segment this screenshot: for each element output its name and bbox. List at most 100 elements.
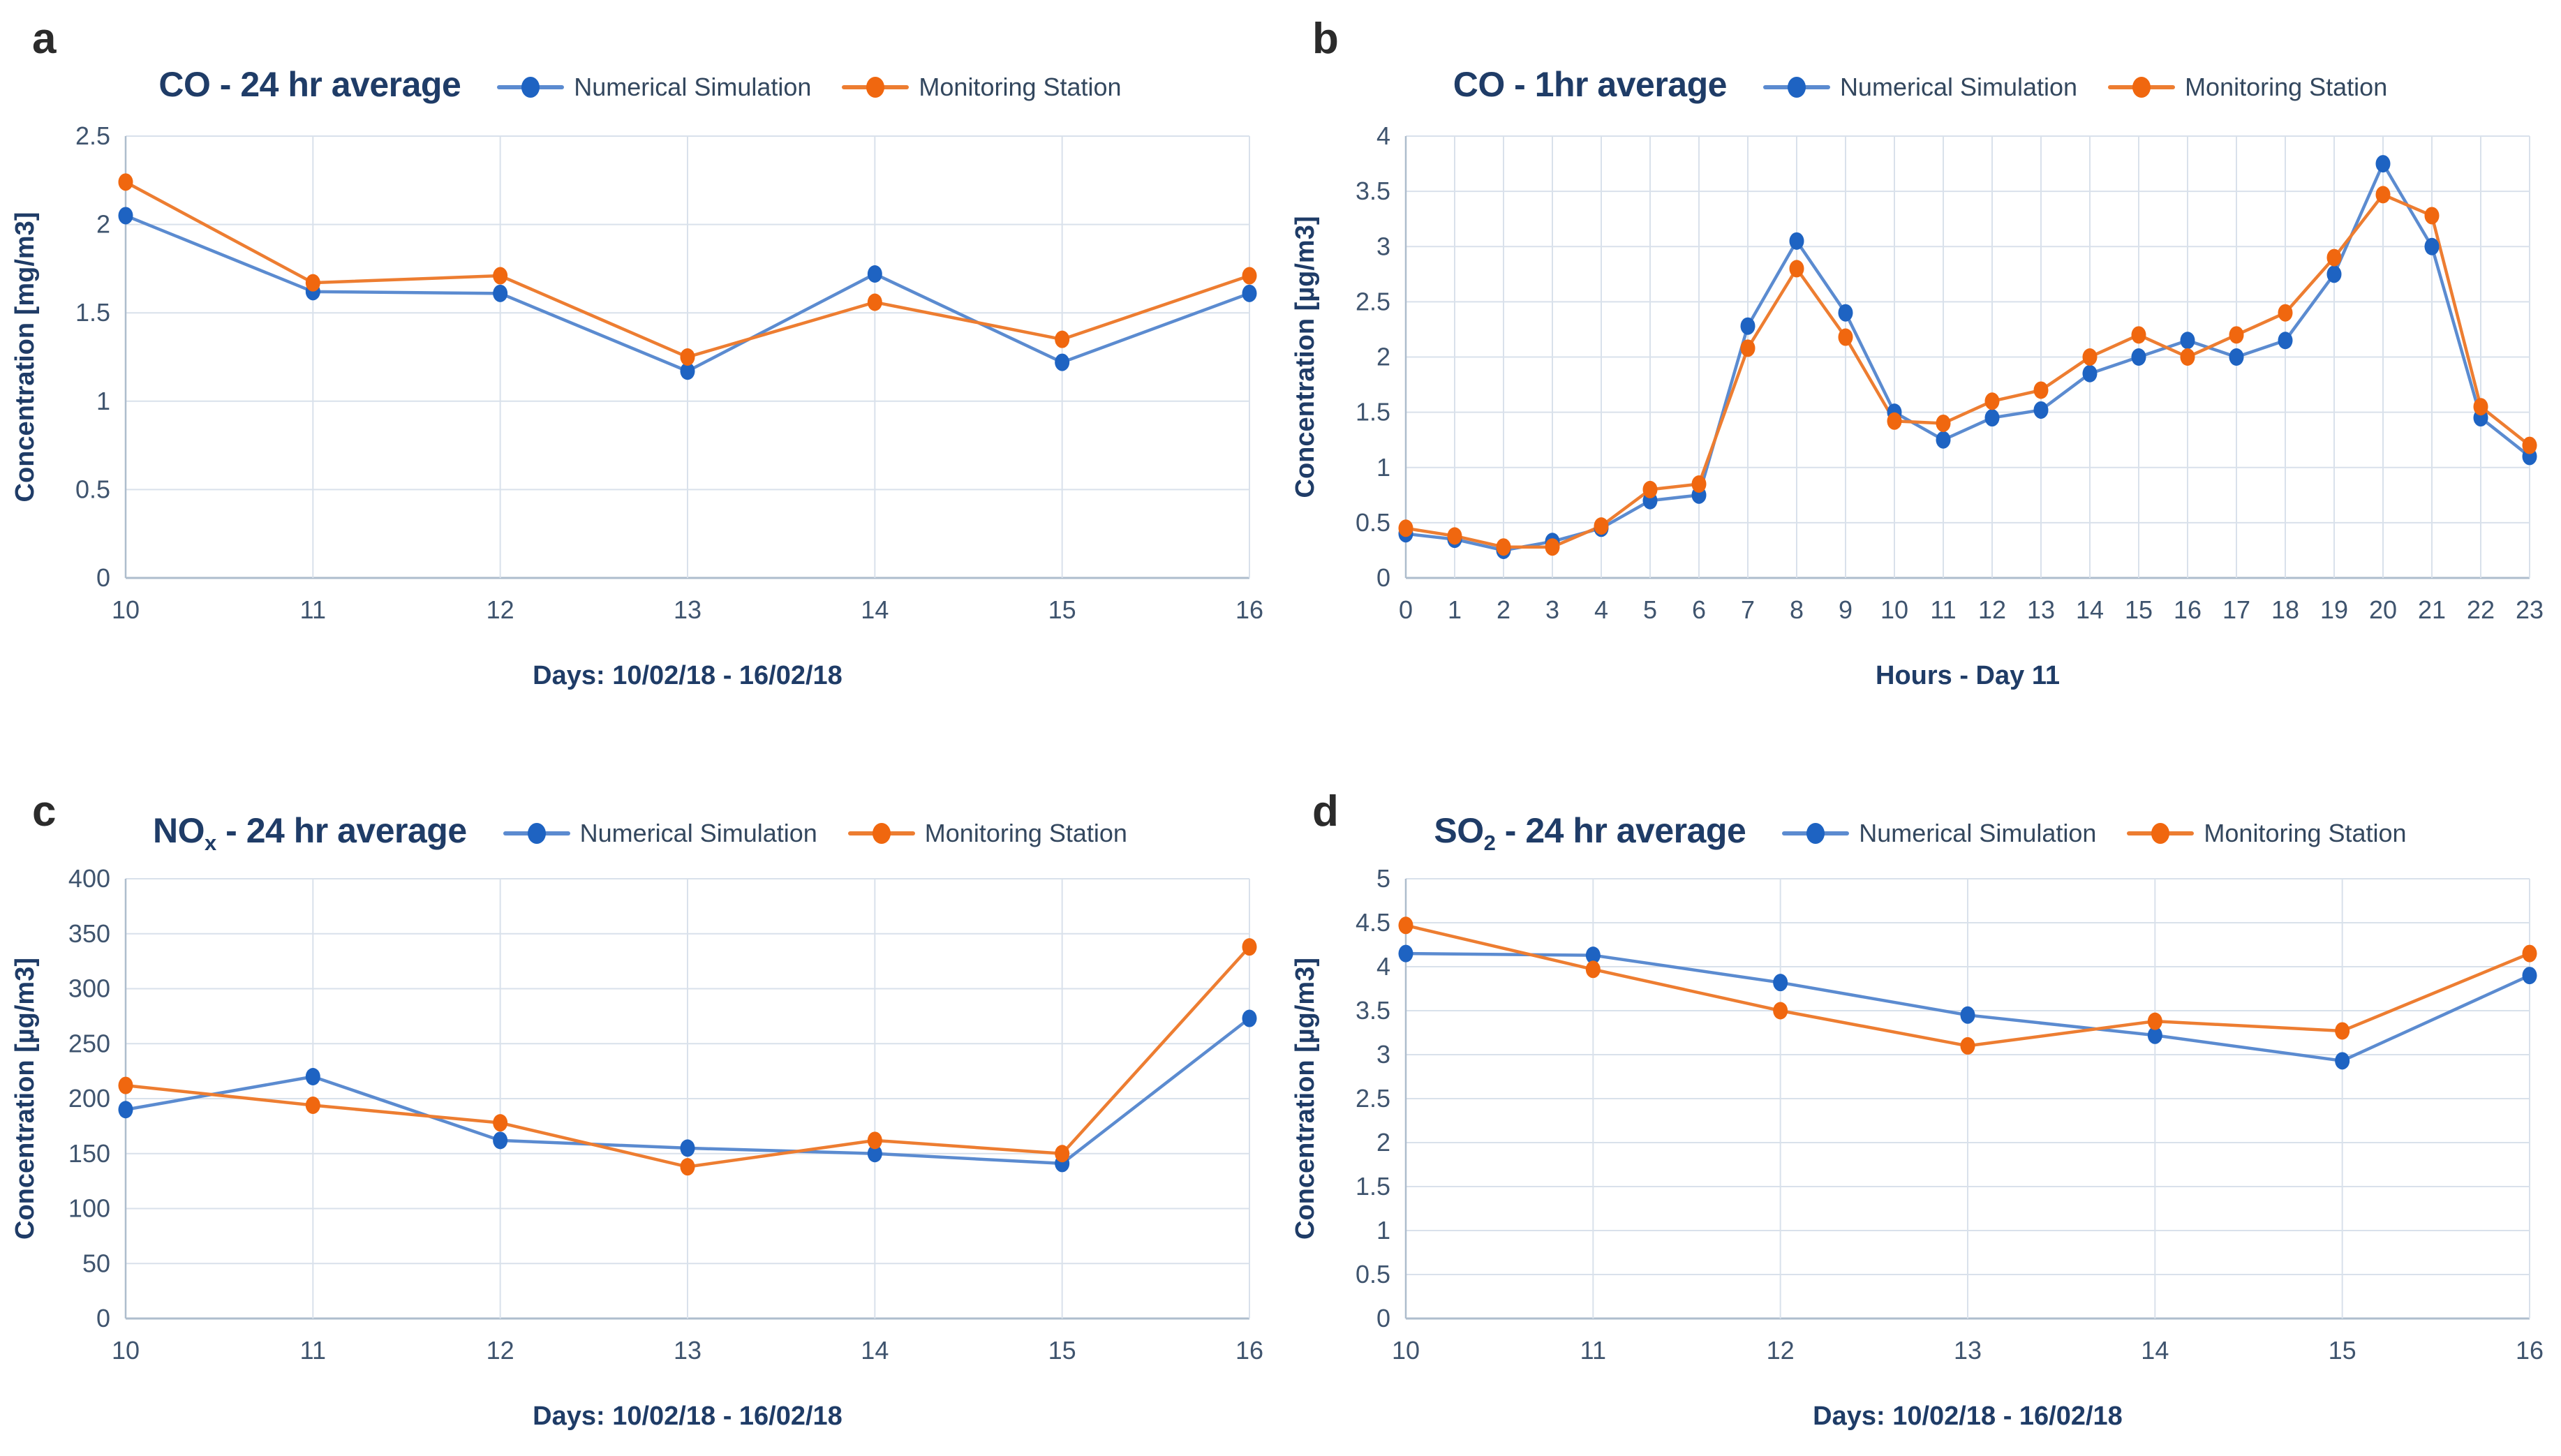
x-tick-label: 14 — [2076, 595, 2104, 624]
data-marker-monitoring-station — [2147, 1012, 2162, 1030]
y-axis-caption: Concentration [µg/m3] — [1291, 958, 1320, 1240]
x-axis-caption: Hours - Day 11 — [1876, 661, 2060, 690]
y-tick-label: 1.5 — [1356, 398, 1390, 426]
data-marker-monitoring-station — [305, 1096, 320, 1114]
panel-letter-a: a — [32, 15, 57, 63]
x-tick-label: 21 — [2418, 595, 2446, 624]
data-marker-monitoring-station — [2473, 398, 2488, 416]
y-tick-label: 0.5 — [1356, 508, 1390, 537]
x-tick-label: 10 — [112, 1336, 140, 1365]
y-tick-label: 2.5 — [1356, 287, 1390, 315]
data-marker-numerical-simulation — [1960, 1006, 1975, 1024]
legend-dot-icon — [866, 76, 885, 98]
x-tick-label: 12 — [487, 1336, 514, 1365]
panel-letter-b: b — [1312, 15, 1339, 63]
y-tick-label: 1 — [1376, 1216, 1390, 1245]
panel-a: a CO - 24 hr average Numerical Simulatio… — [0, 0, 1280, 728]
data-marker-monitoring-station — [1691, 475, 1707, 493]
y-tick-label: 0.5 — [1356, 1260, 1390, 1288]
y-tick-label: 3.5 — [1356, 177, 1390, 205]
y-tick-label: 0 — [1376, 1304, 1390, 1332]
data-marker-numerical-simulation — [1984, 409, 2000, 427]
data-marker-numerical-simulation — [2326, 265, 2342, 283]
chart-header-a: CO - 24 hr average Numerical Simulation … — [0, 64, 1280, 110]
data-marker-monitoring-station — [2082, 348, 2098, 366]
title-rest: - 24 hr average — [210, 65, 461, 104]
title-subscript: 2 — [1483, 831, 1496, 855]
data-marker-monitoring-station — [2131, 326, 2146, 344]
data-marker-monitoring-station — [680, 1158, 695, 1176]
y-tick-label: 200 — [68, 1084, 110, 1113]
legend-d: Numerical Simulation Monitoring Station — [1782, 819, 2407, 848]
series-line-monitoring-station — [1405, 193, 2531, 549]
chart-title-b: CO - 1hr average — [1453, 64, 1728, 110]
data-marker-numerical-simulation — [1055, 353, 1070, 371]
y-tick-label: 2 — [1376, 1128, 1390, 1157]
data-marker-monitoring-station — [118, 1076, 133, 1094]
data-marker-numerical-simulation — [2082, 364, 2098, 382]
data-marker-numerical-simulation — [2335, 1052, 2350, 1070]
chart-header-d: SO2 - 24 hr average Numerical Simulation… — [1280, 810, 2560, 856]
x-tick-label: 15 — [1048, 1336, 1076, 1365]
data-marker-monitoring-station — [1789, 260, 1804, 278]
x-tick-label: 16 — [2174, 595, 2202, 624]
x-tick-label: 16 — [2516, 1336, 2544, 1365]
x-tick-label: 2 — [1497, 595, 1510, 624]
legend-line-marker-icon — [2108, 76, 2176, 98]
data-marker-numerical-simulation — [1242, 1009, 1257, 1027]
x-tick-label: 14 — [2141, 1336, 2169, 1365]
title-main: CO — [158, 65, 211, 104]
data-marker-monitoring-station — [1960, 1037, 1975, 1055]
data-marker-monitoring-station — [493, 267, 508, 285]
data-marker-monitoring-station — [493, 1114, 508, 1132]
y-tick-label: 150 — [68, 1139, 110, 1168]
x-tick-label: 11 — [1580, 1336, 1606, 1365]
legend-label: Numerical Simulation — [574, 72, 812, 101]
y-axis-caption: Concentration [µg/m3] — [1291, 216, 1320, 498]
data-marker-numerical-simulation — [1936, 431, 1951, 449]
chart-plot-d: 0 0.5 1 1.5 2 2.5 3 3.5 4 4.5 5 10 11 12 13 14 15 16 Days:… — [1291, 864, 2544, 1431]
legend-dot-icon — [1787, 76, 1806, 98]
data-marker-monitoring-station — [2335, 1022, 2350, 1040]
data-marker-monitoring-station — [1594, 517, 1609, 535]
legend-line-marker-icon — [1762, 76, 1830, 98]
data-marker-monitoring-station — [2424, 207, 2440, 225]
x-tick-label: 6 — [1692, 595, 1706, 624]
legend-line-marker-icon — [497, 76, 565, 98]
legend-line-marker-icon — [847, 822, 915, 844]
title-main: NO — [153, 811, 205, 850]
data-marker-numerical-simulation — [2131, 348, 2146, 366]
y-tick-label: 1 — [96, 387, 110, 415]
y-tick-label: 0 — [1376, 563, 1390, 592]
data-marker-numerical-simulation — [118, 207, 133, 225]
x-tick-label: 11 — [300, 1336, 326, 1365]
data-marker-monitoring-station — [1642, 480, 1658, 498]
y-tick-label: 250 — [68, 1029, 110, 1057]
data-marker-monitoring-station — [2375, 186, 2391, 204]
y-tick-label: 0 — [96, 563, 110, 592]
data-marker-numerical-simulation — [1242, 284, 1257, 302]
legend-dot-icon — [521, 76, 540, 98]
x-tick-label: 22 — [2467, 595, 2495, 624]
data-marker-monitoring-station — [1838, 328, 1853, 346]
legend-a: Numerical Simulation Monitoring Station — [497, 72, 1122, 102]
data-marker-monitoring-station — [2229, 326, 2244, 344]
legend-label: Monitoring Station — [924, 818, 1127, 847]
x-tick-label: 13 — [1954, 1336, 1982, 1365]
panel-d: d SO2 - 24 hr average Numerical Simulati… — [1280, 728, 2560, 1456]
data-marker-monitoring-station — [1936, 414, 1951, 432]
data-marker-numerical-simulation — [1740, 317, 1755, 335]
title-rest: - 1hr average — [1504, 65, 1727, 104]
legend-item-numerical-simulation: Numerical Simulation — [1762, 73, 2077, 102]
y-tick-label: 1.5 — [75, 298, 110, 327]
x-tick-label: 23 — [2516, 595, 2544, 624]
data-marker-numerical-simulation — [2522, 967, 2537, 985]
data-marker-monitoring-station — [2180, 348, 2195, 366]
x-tick-label: 0 — [1399, 595, 1413, 624]
y-tick-label: 1.5 — [1356, 1172, 1390, 1201]
title-rest: - 24 hr average — [216, 811, 467, 850]
y-tick-label: 4.5 — [1356, 908, 1390, 937]
x-tick-label: 3 — [1545, 595, 1559, 624]
legend-c: Numerical Simulation Monitoring Station — [503, 819, 1127, 848]
y-tick-label: 50 — [82, 1249, 110, 1277]
